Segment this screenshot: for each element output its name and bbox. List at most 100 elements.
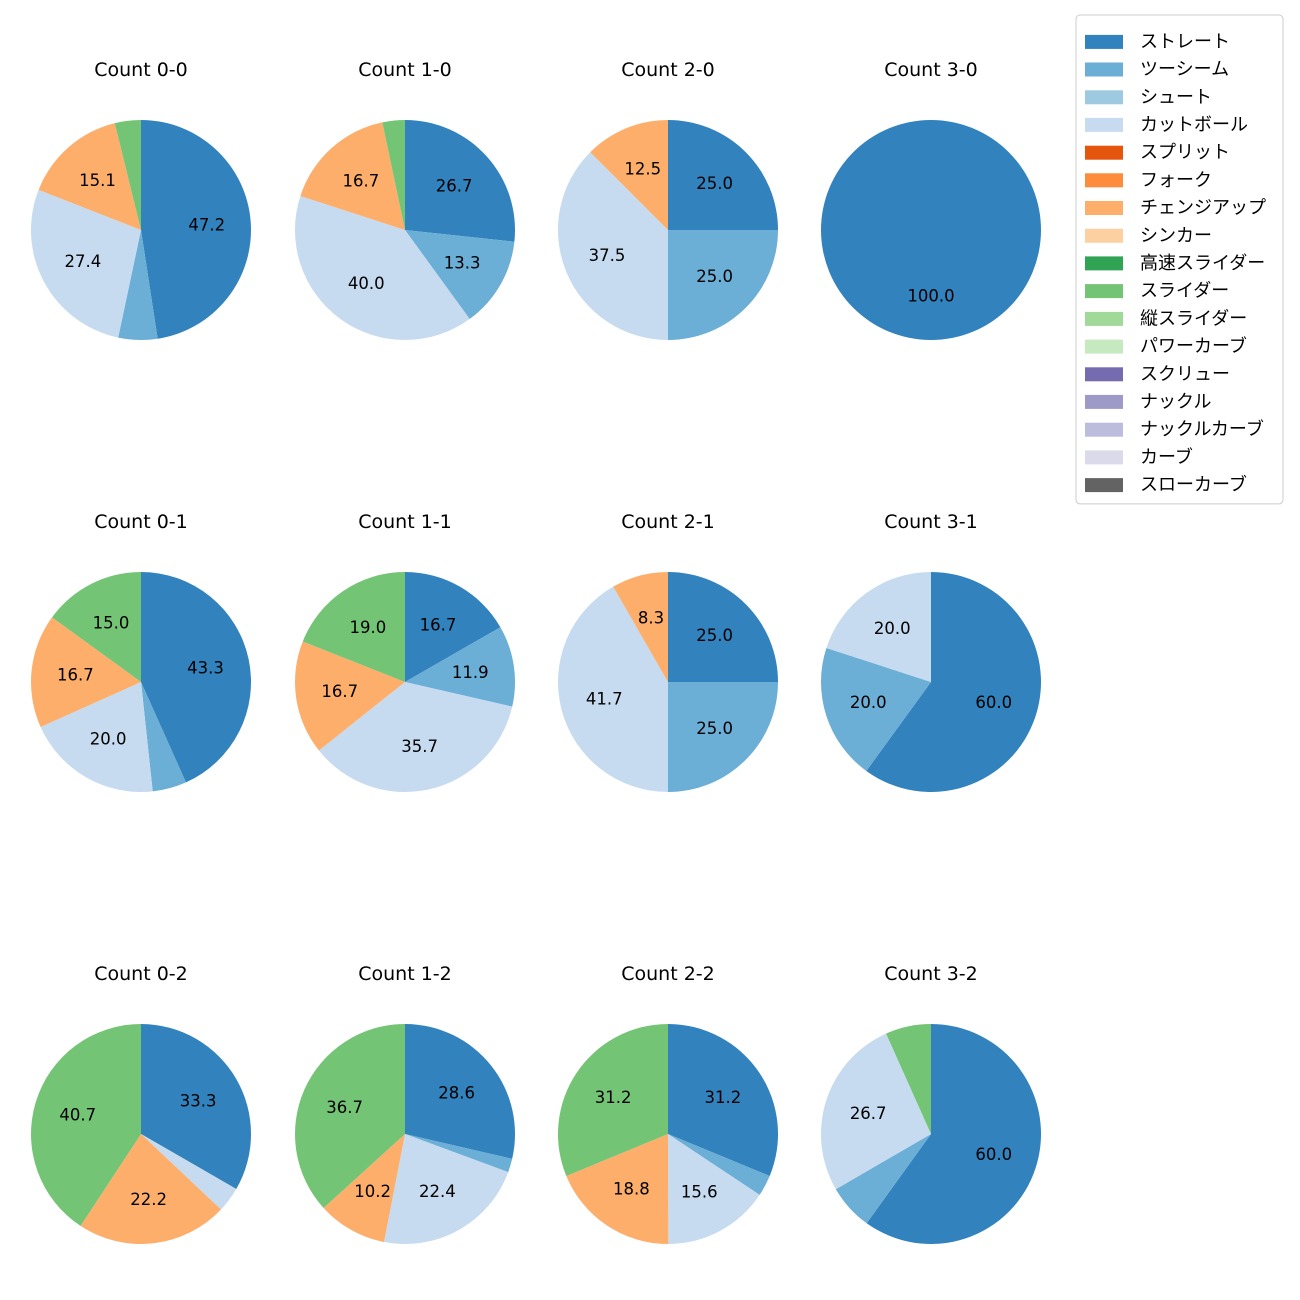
pie-label-count-1-0-3: 16.7 — [343, 171, 380, 190]
pie-label-count-1-0-2: 40.0 — [348, 274, 385, 293]
pie-count-1-0: Count 1-0 26.7 13.3 40.0 16.7 — [294, 59, 515, 341]
legend-label-16: スローカーブ — [1140, 474, 1247, 496]
legend-frame — [1075, 14, 1284, 505]
pie-label-count-3-2-0: 60.0 — [975, 1145, 1012, 1164]
legend-swatch-13 — [1085, 394, 1123, 409]
pie-label-count-0-2-0: 33.3 — [180, 1092, 217, 1111]
pie-title-count-2-2: Count 2-2 — [621, 963, 715, 985]
pie-slice-count-1-1-0 — [405, 572, 501, 682]
pie-slice-count-0-2-1 — [141, 1134, 237, 1210]
pie-slice-count-2-1-0 — [668, 572, 778, 682]
pie-slice-count-0-2-2 — [80, 1134, 222, 1245]
pie-label-count-2-1-0: 25.0 — [696, 626, 733, 645]
legend-label-10: 縦スライダー — [1140, 308, 1247, 329]
pie-slice-count-1-0-1 — [405, 230, 515, 319]
legend-label-5: フォーク — [1140, 170, 1212, 191]
pie-count-0-0: Count 0-0 47.2 27.4 15.1 — [30, 59, 251, 341]
legend-swatch-3 — [1085, 117, 1123, 132]
legend-swatch-14 — [1085, 422, 1123, 437]
pie-label-count-0-0-0: 47.2 — [188, 215, 225, 234]
legend-label-13: ナックル — [1140, 391, 1211, 412]
pie-label-count-2-0-0: 25.0 — [696, 174, 733, 193]
pie-slice-count-1-2-3 — [323, 1134, 405, 1242]
pie-slice-count-2-0-2 — [558, 152, 668, 340]
legend-swatch-15 — [1085, 450, 1123, 465]
pie-title-count-0-2: Count 0-2 — [94, 963, 188, 985]
legend-swatch-0 — [1085, 34, 1123, 49]
pie-slice-count-1-1-2 — [318, 682, 513, 793]
pie-label-count-1-1-2: 35.7 — [401, 737, 438, 756]
pie-count-1-1: Count 1-1 16.7 11.9 35.7 16.7 19.0 — [294, 511, 516, 793]
pie-label-count-1-2-3: 10.2 — [354, 1182, 391, 1201]
pie-slice-count-2-0-1 — [668, 230, 778, 340]
pie-label-count-3-2-2: 26.7 — [850, 1104, 887, 1123]
pie-label-count-0-1-2: 20.0 — [90, 730, 127, 749]
legend-swatch-10 — [1085, 311, 1123, 326]
pie-count-3-1: Count 3-1 60.0 20.0 20.0 — [820, 511, 1041, 792]
pie-slice-count-2-0-3 — [590, 120, 668, 230]
pie-title-count-3-1: Count 3-1 — [884, 511, 978, 533]
legend-label-12: スクリュー — [1140, 364, 1230, 385]
legend-label-2: シュート — [1140, 87, 1212, 108]
pie-count-2-1: Count 2-1 25.0 25.0 41.7 8.3 — [557, 511, 778, 792]
pie-label-count-2-1-3: 8.3 — [638, 609, 664, 628]
legend-swatch-1 — [1085, 62, 1123, 77]
pie-count-1-2: Count 1-2 28.6 22.4 10.2 36.7 — [295, 963, 515, 1244]
pie-slice-count-1-2-1 — [405, 1134, 513, 1173]
pie-slice-count-3-2-2 — [820, 1033, 931, 1190]
pies-group: Count 0-0 47.2 27.4 15.1 Count 1-0 26.7 13.3 40… — [30, 59, 1042, 1245]
pie-label-count-2-0-3: 12.5 — [624, 160, 661, 179]
legend-label-14: ナックルカーブ — [1140, 418, 1264, 440]
pie-label-count-2-0-2: 37.5 — [589, 246, 626, 265]
legend-swatch-8 — [1085, 256, 1123, 271]
pie-title-count-1-2: Count 1-2 — [358, 963, 452, 985]
pie-title-count-1-1: Count 1-1 — [358, 511, 452, 533]
pie-title-count-0-0: Count 0-0 — [94, 59, 188, 81]
pie-count-2-0: Count 2-0 25.0 25.0 37.5 12.5 — [558, 59, 778, 340]
legend-swatch-9 — [1085, 284, 1123, 299]
legend-swatch-16 — [1085, 478, 1123, 493]
pie-label-count-0-0-2: 27.4 — [65, 252, 102, 271]
pie-label-count-1-1-0: 16.7 — [420, 615, 457, 634]
pie-label-count-1-1-1: 11.9 — [452, 663, 489, 682]
pie-slice-count-0-0-1 — [118, 230, 158, 341]
pie-slice-count-3-2-1 — [835, 1134, 931, 1224]
pie-label-count-2-2-3: 18.8 — [613, 1179, 650, 1198]
pie-title-count-2-0: Count 2-0 — [621, 59, 715, 81]
legend-label-4: スプリット — [1140, 142, 1230, 163]
pie-slice-count-0-2-3 — [31, 1024, 142, 1226]
legend-label-9: スライダー — [1140, 281, 1229, 302]
pie-count-3-0: Count 3-0 100.0 — [821, 59, 1041, 340]
pie-slice-count-2-2-4 — [557, 1024, 668, 1176]
legend-label-11: パワーカーブ — [1140, 335, 1247, 357]
pie-label-count-2-2-2: 15.6 — [681, 1183, 718, 1202]
pie-label-count-3-0-0: 100.0 — [907, 287, 954, 306]
pie-slice-count-0-0-2 — [30, 189, 142, 338]
legend-label-15: カーブ — [1140, 446, 1193, 468]
pie-slice-count-1-1-4 — [302, 572, 405, 682]
legend-label-7: シンカー — [1140, 225, 1212, 246]
pie-slice-count-3-2-3 — [886, 1024, 931, 1134]
pie-slice-count-1-2-4 — [295, 1024, 405, 1208]
pie-label-count-1-2-0: 28.6 — [438, 1083, 475, 1102]
pie-slice-count-1-0-0 — [405, 120, 515, 242]
pie-slice-count-3-1-2 — [826, 571, 931, 682]
pie-label-count-3-1-1: 20.0 — [850, 693, 887, 712]
pie-label-count-2-1-1: 25.0 — [696, 719, 733, 738]
pie-label-count-0-1-4: 15.0 — [93, 614, 130, 633]
pie-label-count-1-1-4: 19.0 — [350, 618, 387, 637]
pie-label-count-3-1-2: 20.0 — [874, 619, 911, 638]
pie-slice-count-0-0-0 — [141, 120, 251, 339]
pie-slice-count-0-2-0 — [141, 1024, 251, 1189]
pie-label-count-0-1-0: 43.3 — [187, 659, 224, 678]
pie-label-count-0-2-3: 40.7 — [59, 1106, 96, 1125]
legend-label-6: チェンジアップ — [1140, 198, 1266, 219]
pie-slice-count-0-0-3 — [38, 123, 142, 230]
pie-label-count-0-2-2: 22.2 — [130, 1190, 167, 1209]
pie-slice-count-2-1-3 — [613, 572, 668, 682]
pie-slice-count-1-0-2 — [294, 196, 470, 341]
legend-swatch-4 — [1085, 145, 1123, 160]
pie-slice-count-3-0-0 — [821, 120, 1041, 340]
pie-count-3-2: Count 3-2 60.0 26.7 — [820, 963, 1042, 1244]
